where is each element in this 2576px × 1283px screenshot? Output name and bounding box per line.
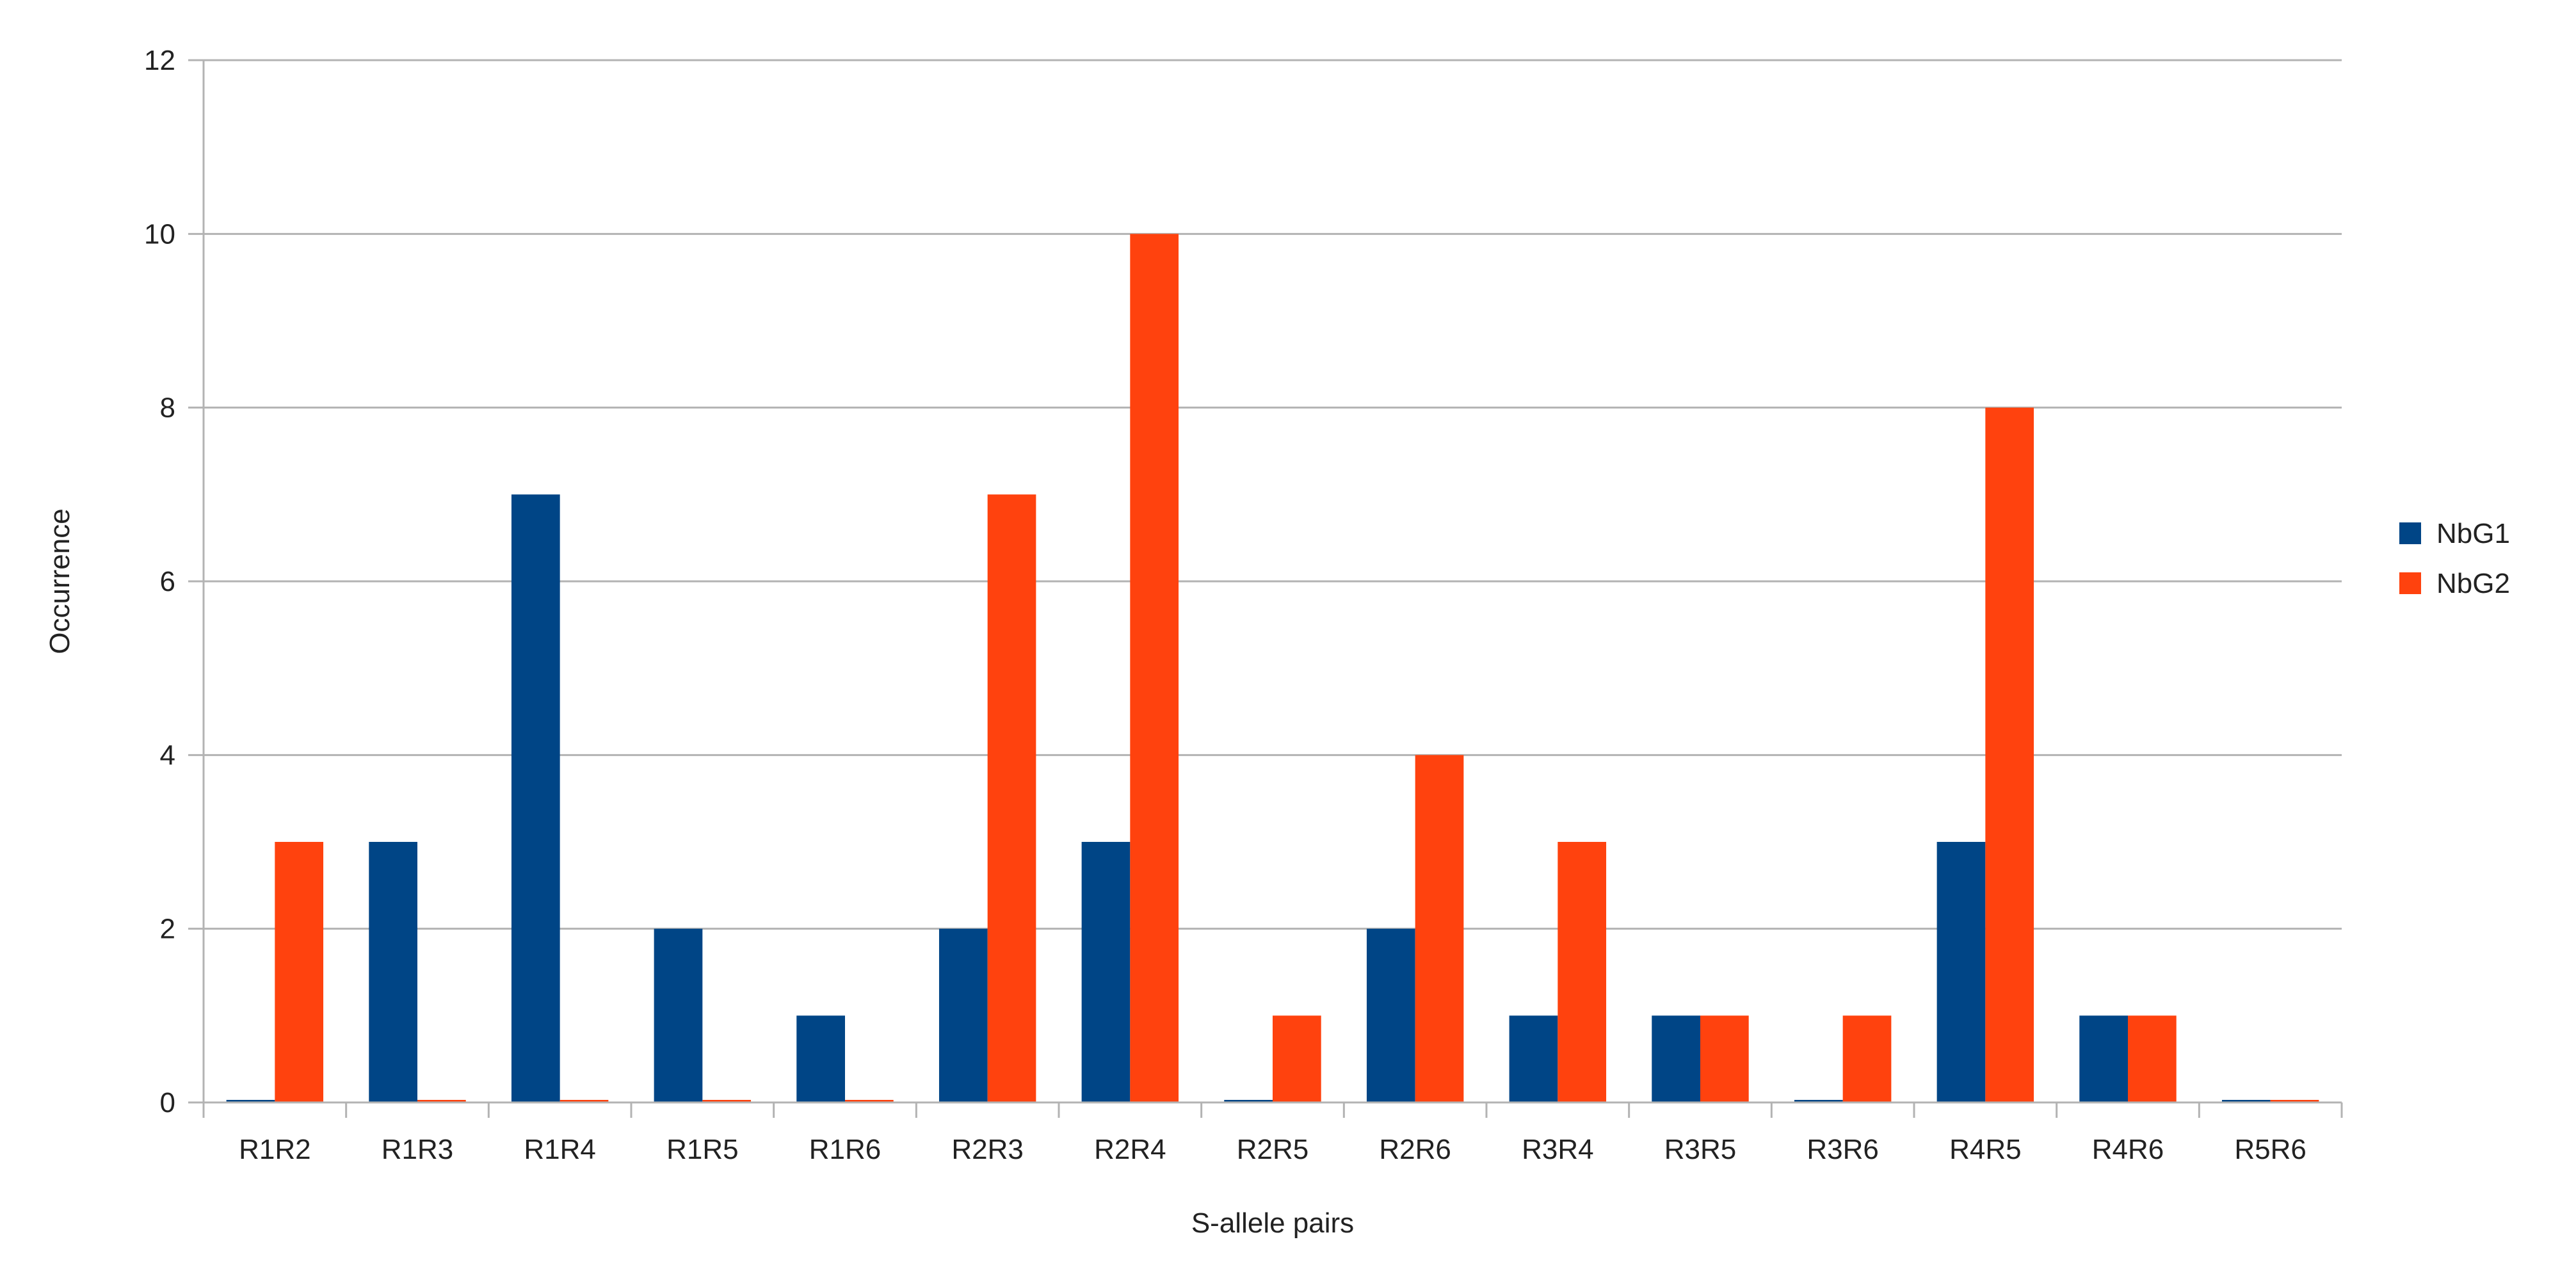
x-tick-label: R2R6 xyxy=(1379,1134,1451,1165)
bar-nbg1-r2r4 xyxy=(1081,842,1131,1102)
bar-nbg1-r1r6 xyxy=(796,1015,845,1102)
bar-nbg1-r4r5 xyxy=(1936,842,1986,1102)
y-tick-label: 4 xyxy=(160,739,175,771)
bar-nbg1-r2r5 xyxy=(1224,1100,1273,1102)
legend-label-nbg2: NbG2 xyxy=(2436,568,2510,599)
y-tick-label: 6 xyxy=(160,566,175,597)
bar-nbg2-r2r5 xyxy=(1273,1015,1321,1102)
bar-nbg2-r2r3 xyxy=(987,494,1036,1102)
bar-nbg2-r1r6 xyxy=(845,1100,894,1102)
x-tick-label: R1R6 xyxy=(809,1134,881,1165)
legend-swatch-nbg2 xyxy=(2399,572,2421,594)
bar-nbg1-r3r6 xyxy=(1794,1100,1843,1102)
x-tick-label: R1R5 xyxy=(666,1134,739,1165)
x-tick-label: R2R3 xyxy=(951,1134,1024,1165)
bar-nbg1-r1r5 xyxy=(654,928,703,1102)
axes xyxy=(188,59,2343,1118)
x-tick-label: R4R6 xyxy=(2092,1134,2164,1165)
bar-nbg2-r3r5 xyxy=(1700,1015,1749,1102)
bar-nbg2-r3r6 xyxy=(1842,1015,1892,1102)
bar-nbg2-r1r2 xyxy=(275,842,324,1102)
bar-nbg2-r1r5 xyxy=(702,1100,752,1102)
x-tick-label: R1R3 xyxy=(382,1134,454,1165)
bar-nbg1-r2r6 xyxy=(1366,928,1415,1102)
legend: NbG1 NbG2 xyxy=(2399,518,2510,599)
x-tick-label: R1R2 xyxy=(239,1134,311,1165)
x-tick-label: R2R5 xyxy=(1237,1134,1309,1165)
y-tick-label: 10 xyxy=(144,218,175,250)
x-tick-label: R2R4 xyxy=(1094,1134,1166,1165)
bar-nbg1-r3r5 xyxy=(1652,1015,1700,1102)
bar-nbg2-r5r6 xyxy=(2270,1100,2319,1102)
y-tick-label: 12 xyxy=(144,45,175,76)
x-tick-label: R3R4 xyxy=(1522,1134,1594,1165)
x-axis-title: S-allele pairs xyxy=(1191,1207,1354,1239)
bar-nbg1-r2r3 xyxy=(938,928,988,1102)
x-tick-label: R4R5 xyxy=(1949,1134,2022,1165)
legend-swatch-nbg1 xyxy=(2399,522,2421,544)
bar-nbg1-r5r6 xyxy=(2221,1100,2271,1102)
x-tick-labels: R1R2 R1R3 R1R4 R1R5 R1R6 R2R3 R2R4 R2R5 R2R6 R3R4… xyxy=(239,1134,2306,1165)
bar-nbg1-r1r3 xyxy=(369,842,417,1102)
legend-label-nbg1: NbG1 xyxy=(2436,518,2510,549)
bar-nbg2-r3r4 xyxy=(1558,842,1607,1102)
bar-nbg1-r1r4 xyxy=(511,494,560,1102)
bar-nbg2-r4r6 xyxy=(2128,1015,2177,1102)
bar-nbg2-r1r3 xyxy=(417,1100,466,1102)
bar-nbg2-r2r6 xyxy=(1415,755,1464,1102)
bar-nbg1-r1r2 xyxy=(226,1100,275,1102)
bars xyxy=(226,234,2319,1102)
x-tick-label: R3R5 xyxy=(1664,1134,1737,1165)
x-tick-label: R5R6 xyxy=(2234,1134,2306,1165)
bar-nbg2-r1r4 xyxy=(559,1100,609,1102)
bar-nbg2-r2r4 xyxy=(1130,234,1179,1102)
bar-nbg2-r4r5 xyxy=(1985,407,2034,1102)
bar-nbg1-r4r6 xyxy=(2079,1015,2128,1102)
y-axis-title: Occurrence xyxy=(44,508,76,654)
y-tick-label: 8 xyxy=(160,392,175,424)
y-tick-labels: 0 2 4 6 8 10 12 xyxy=(144,45,175,1118)
x-tick-label: R1R4 xyxy=(524,1134,596,1165)
y-tick-label: 0 xyxy=(160,1087,175,1118)
x-tick-label: R3R6 xyxy=(1807,1134,1879,1165)
y-tick-label: 2 xyxy=(160,914,175,945)
bar-nbg1-r3r4 xyxy=(1509,1015,1558,1102)
